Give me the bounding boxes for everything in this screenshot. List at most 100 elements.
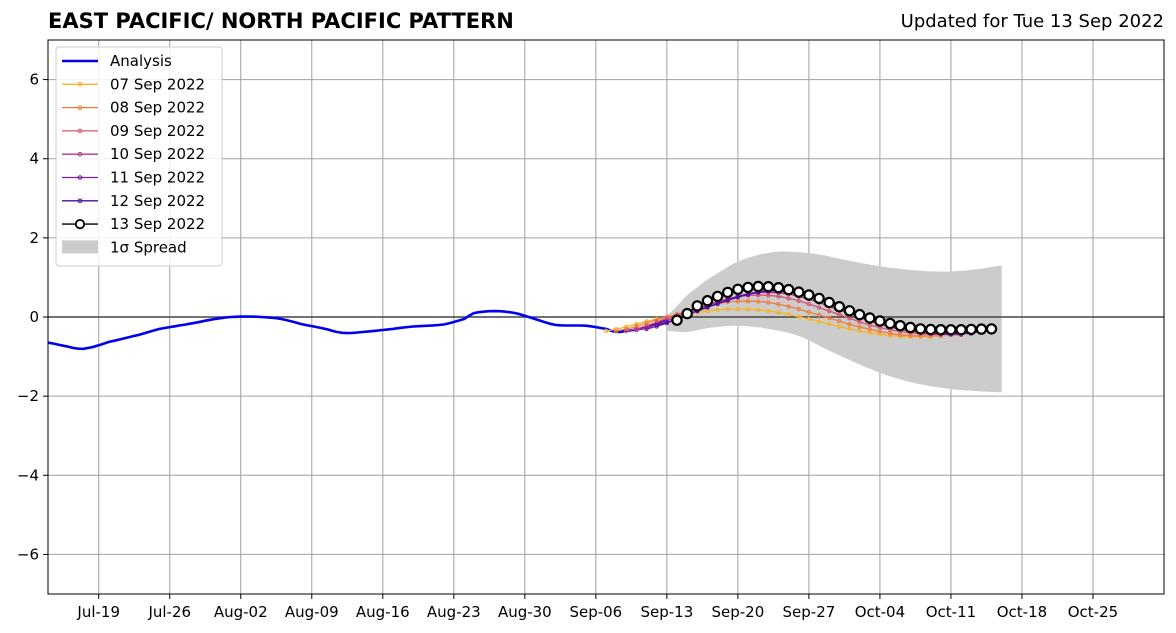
- forecast-marker: [796, 306, 801, 312]
- forecast-marker: [874, 315, 886, 327]
- forecast-marker: [745, 299, 751, 304]
- forecast-marker: [772, 282, 785, 294]
- forecast-marker: [644, 320, 649, 326]
- forecast-marker: [613, 328, 619, 334]
- forecast-marker: [644, 326, 649, 332]
- forecast-marker: [847, 326, 852, 332]
- forecast-marker: [864, 312, 876, 324]
- forecast-marker: [786, 296, 791, 301]
- forecast-line: [626, 294, 951, 336]
- forecast-marker: [884, 317, 896, 330]
- forecast-marker: [847, 316, 852, 321]
- axes: Jul-19 Jul-26 Aug-02 Aug-09 Aug-16 Aug-23 Aug-…: [17, 39, 1165, 621]
- forecast-marker: [654, 322, 659, 328]
- x-tick-label: Sep-20: [712, 603, 765, 621]
- legend-swatch: [62, 240, 98, 254]
- legend-item: 10 Sep 2022: [62, 145, 205, 163]
- x-tick-label: Oct-18: [997, 603, 1047, 621]
- x-tick-label: Oct-11: [926, 603, 976, 621]
- y-tick-label: −2: [17, 387, 39, 405]
- forecast-marker: [877, 332, 883, 337]
- y-tick-label: 0: [29, 308, 39, 326]
- legend-label: 12 Sep 2022: [110, 192, 205, 210]
- legend-marker: [77, 82, 83, 87]
- forecast-marker: [732, 283, 744, 295]
- x-tick-label: Aug-23: [427, 603, 481, 621]
- legend-item: 1σ Spread: [62, 238, 187, 256]
- forecast-marker: [806, 309, 812, 315]
- forecast-marker: [766, 308, 771, 314]
- forecast-marker: [701, 295, 714, 307]
- forecast-marker: [752, 280, 764, 293]
- legend-item: 13 Sep 2022: [62, 215, 205, 233]
- y-tick-label: 2: [29, 229, 39, 247]
- forecast-marker: [894, 320, 906, 332]
- x-tick-label: Sep-27: [783, 603, 836, 621]
- forecast-marker: [813, 292, 825, 305]
- forecast-marker: [867, 327, 872, 332]
- forecast-marker: [914, 323, 927, 335]
- forecast-marker: [806, 316, 812, 322]
- forecast-13-sep-2022: [671, 280, 998, 336]
- forecast-marker: [833, 301, 846, 313]
- legend-label: 10 Sep 2022: [110, 145, 205, 163]
- forecast-marker: [715, 307, 720, 312]
- analysis-line: [47, 309, 668, 351]
- forecast-marker: [827, 315, 832, 321]
- forecast-marker: [735, 306, 741, 312]
- legend: Analysis 07 Sep 2022 08 Sep 2022 09 Sep 202…: [55, 46, 223, 267]
- forecast-marker: [766, 300, 771, 305]
- x-tick-label: Aug-16: [356, 603, 410, 621]
- forecast-marker: [742, 281, 754, 294]
- spread-area: [666, 251, 1002, 393]
- forecast-marker: [796, 314, 801, 319]
- x-tick-label: Jul-19: [76, 603, 120, 621]
- forecast-marker: [827, 321, 832, 327]
- forecast-marker: [725, 298, 730, 303]
- legend-marker: [77, 105, 83, 110]
- legend-label: 09 Sep 2022: [110, 122, 205, 140]
- x-tick-label: Sep-06: [569, 603, 622, 621]
- legend-label: 11 Sep 2022: [110, 169, 205, 187]
- forecast-marker: [803, 289, 815, 301]
- forecast-marker: [935, 324, 947, 336]
- legend-label: 1σ Spread: [110, 238, 187, 256]
- forecast-marker: [847, 322, 852, 327]
- legend-marker: [77, 128, 83, 134]
- forecast-marker: [816, 305, 822, 310]
- forecast-marker: [681, 307, 693, 320]
- forecast-series: [603, 280, 998, 339]
- forecast-marker: [711, 290, 724, 303]
- forecast-marker: [762, 281, 775, 293]
- forecast-marker: [624, 328, 629, 334]
- forecast-marker: [722, 286, 734, 299]
- forecast-marker: [806, 301, 812, 307]
- forecast-marker: [985, 323, 998, 335]
- legend-label: 08 Sep 2022: [110, 99, 205, 117]
- forecast-marker: [843, 305, 856, 317]
- forecast-marker: [756, 307, 761, 312]
- forecast-marker: [823, 296, 835, 309]
- legend-box: [55, 46, 223, 267]
- forecast-marker: [816, 312, 822, 318]
- forecast-marker: [725, 307, 730, 312]
- x-tick-label: Oct-25: [1068, 603, 1118, 621]
- legend-marker: [74, 219, 86, 230]
- chart-title: EAST PACIFIC/ NORTH PACIFIC PATTERN: [48, 9, 514, 33]
- legend-marker: [77, 151, 83, 157]
- y-tick-label: 6: [29, 71, 39, 89]
- analysis-series: [47, 309, 668, 351]
- forecast-marker: [776, 310, 781, 315]
- legend-item: 12 Sep 2022: [62, 192, 205, 210]
- forecast-marker: [925, 323, 937, 336]
- forecast-marker: [955, 324, 967, 336]
- legend-item: Analysis: [62, 52, 172, 70]
- forecast-marker: [837, 318, 842, 324]
- forecast-line: [615, 300, 941, 337]
- forecast-marker: [904, 321, 917, 334]
- forecast-marker: [793, 286, 805, 298]
- legend-label: Analysis: [110, 52, 172, 70]
- forecast-marker: [691, 300, 704, 312]
- forecast-marker: [827, 308, 832, 314]
